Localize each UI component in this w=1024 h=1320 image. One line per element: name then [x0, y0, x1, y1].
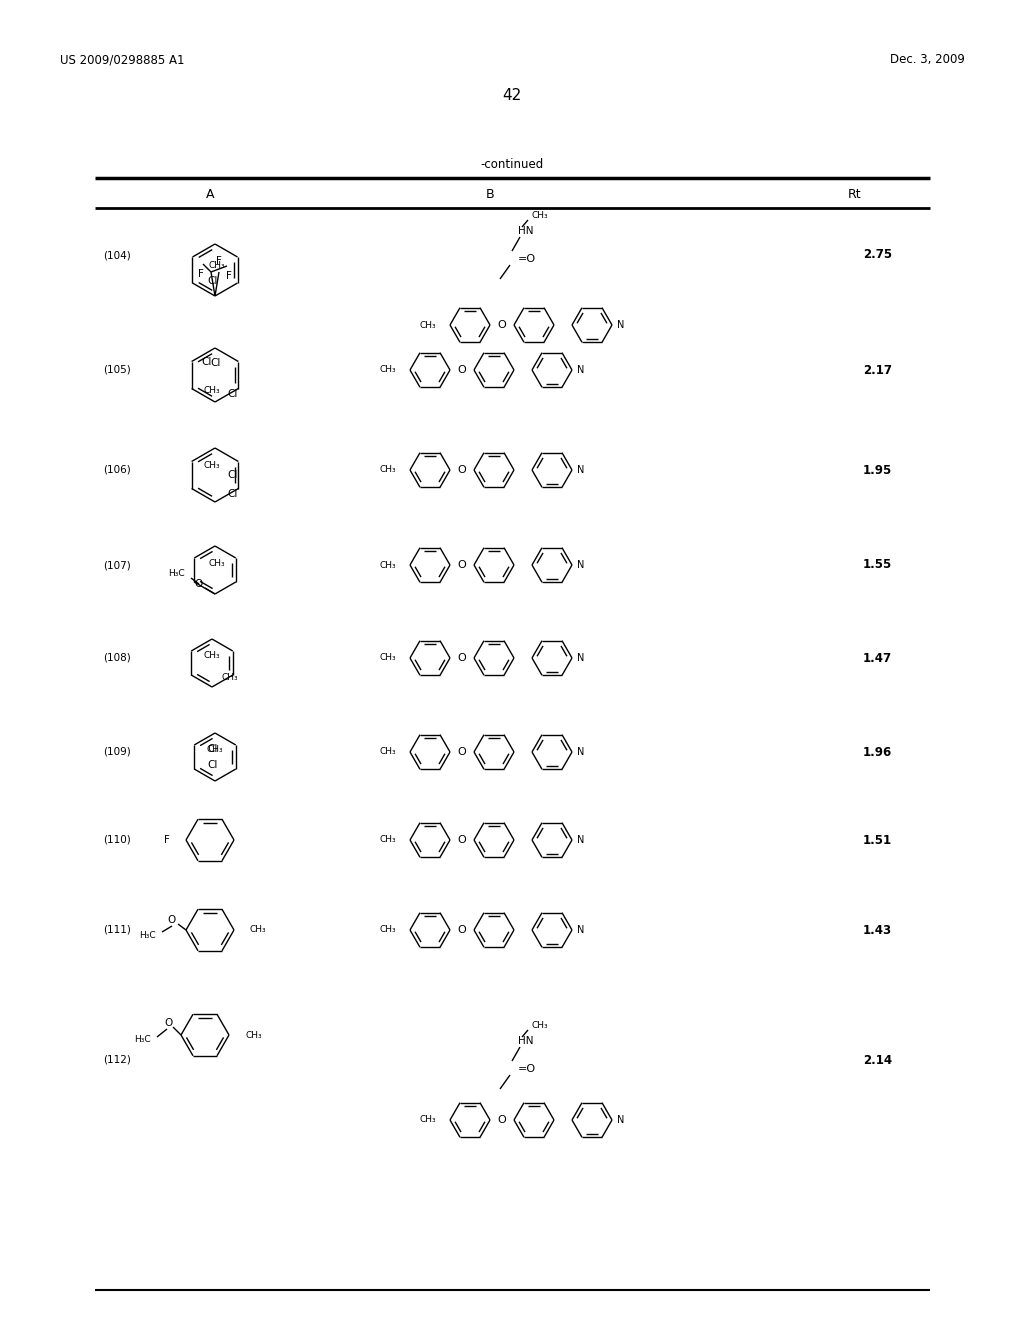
Text: -continued: -continued — [480, 158, 544, 172]
Text: A: A — [206, 187, 214, 201]
Text: Cl: Cl — [208, 760, 218, 770]
Text: Cl: Cl — [227, 470, 238, 480]
Text: (110): (110) — [103, 836, 131, 845]
Text: N: N — [577, 465, 585, 475]
Text: CH₃: CH₃ — [379, 747, 396, 756]
Text: Cl: Cl — [207, 276, 217, 286]
Text: CH₃: CH₃ — [222, 672, 239, 681]
Text: 42: 42 — [503, 87, 521, 103]
Text: Rt: Rt — [848, 187, 862, 201]
Text: 2.14: 2.14 — [863, 1053, 892, 1067]
Text: H₃C: H₃C — [168, 569, 185, 578]
Text: N: N — [577, 925, 585, 935]
Text: CH₃: CH₃ — [379, 561, 396, 569]
Text: CH₃: CH₃ — [379, 653, 396, 663]
Text: 2.17: 2.17 — [863, 363, 892, 376]
Text: N: N — [577, 747, 585, 756]
Text: CH₃: CH₃ — [204, 461, 220, 470]
Text: F: F — [216, 256, 222, 267]
Text: =O: =O — [518, 253, 537, 264]
Text: O: O — [458, 465, 466, 475]
Text: Cl: Cl — [227, 389, 238, 399]
Text: CH₃: CH₃ — [245, 1031, 261, 1040]
Text: 1.47: 1.47 — [863, 652, 892, 664]
Text: O: O — [458, 560, 466, 570]
Text: CH₃: CH₃ — [250, 925, 266, 935]
Text: (106): (106) — [103, 465, 131, 475]
Text: Cl: Cl — [210, 359, 220, 368]
Text: Cl: Cl — [227, 488, 238, 499]
Text: O: O — [458, 836, 466, 845]
Text: O: O — [458, 653, 466, 663]
Text: B: B — [485, 187, 495, 201]
Text: O: O — [168, 915, 176, 925]
Text: O: O — [498, 1115, 507, 1125]
Text: N: N — [577, 653, 585, 663]
Text: O: O — [458, 366, 466, 375]
Text: O: O — [458, 747, 466, 756]
Text: CH₃: CH₃ — [208, 558, 225, 568]
Text: H₃C: H₃C — [134, 1035, 151, 1044]
Text: 1.51: 1.51 — [863, 833, 892, 846]
Text: HN: HN — [518, 1036, 534, 1045]
Text: N: N — [617, 319, 625, 330]
Text: (109): (109) — [103, 747, 131, 756]
Text: F: F — [226, 271, 232, 281]
Text: N: N — [617, 1115, 625, 1125]
Text: CH₃: CH₃ — [532, 1020, 549, 1030]
Text: CH₃: CH₃ — [379, 466, 396, 474]
Text: HN: HN — [518, 226, 534, 236]
Text: O: O — [195, 579, 203, 589]
Text: (112): (112) — [103, 1055, 131, 1065]
Text: F: F — [164, 836, 170, 845]
Text: Cl: Cl — [202, 356, 212, 367]
Text: Cl: Cl — [208, 744, 218, 754]
Text: CH₃: CH₃ — [420, 321, 436, 330]
Text: CH₃: CH₃ — [379, 836, 396, 845]
Text: US 2009/0298885 A1: US 2009/0298885 A1 — [60, 54, 184, 66]
Text: (111): (111) — [103, 925, 131, 935]
Text: N: N — [577, 836, 585, 845]
Text: CH₃: CH₃ — [203, 651, 220, 660]
Text: F: F — [198, 269, 204, 279]
Text: (104): (104) — [103, 249, 131, 260]
Text: N: N — [577, 560, 585, 570]
Text: (105): (105) — [103, 366, 131, 375]
Text: CH₃: CH₃ — [206, 744, 223, 754]
Text: H₃C: H₃C — [139, 931, 156, 940]
Text: CH₃: CH₃ — [532, 210, 549, 219]
Text: 1.55: 1.55 — [863, 558, 892, 572]
Text: CH₃: CH₃ — [379, 366, 396, 375]
Text: 1.95: 1.95 — [863, 463, 892, 477]
Text: (107): (107) — [103, 560, 131, 570]
Text: 1.43: 1.43 — [863, 924, 892, 936]
Text: CH₃: CH₃ — [379, 925, 396, 935]
Text: 2.75: 2.75 — [863, 248, 892, 261]
Text: CH₃: CH₃ — [209, 260, 225, 269]
Text: =O: =O — [518, 1064, 537, 1074]
Text: Dec. 3, 2009: Dec. 3, 2009 — [890, 54, 965, 66]
Text: CH₃: CH₃ — [420, 1115, 436, 1125]
Text: CH₃: CH₃ — [204, 385, 220, 395]
Text: N: N — [577, 366, 585, 375]
Text: O: O — [458, 925, 466, 935]
Text: 1.96: 1.96 — [863, 746, 892, 759]
Text: (108): (108) — [103, 653, 131, 663]
Text: O: O — [165, 1018, 173, 1028]
Text: O: O — [498, 319, 507, 330]
